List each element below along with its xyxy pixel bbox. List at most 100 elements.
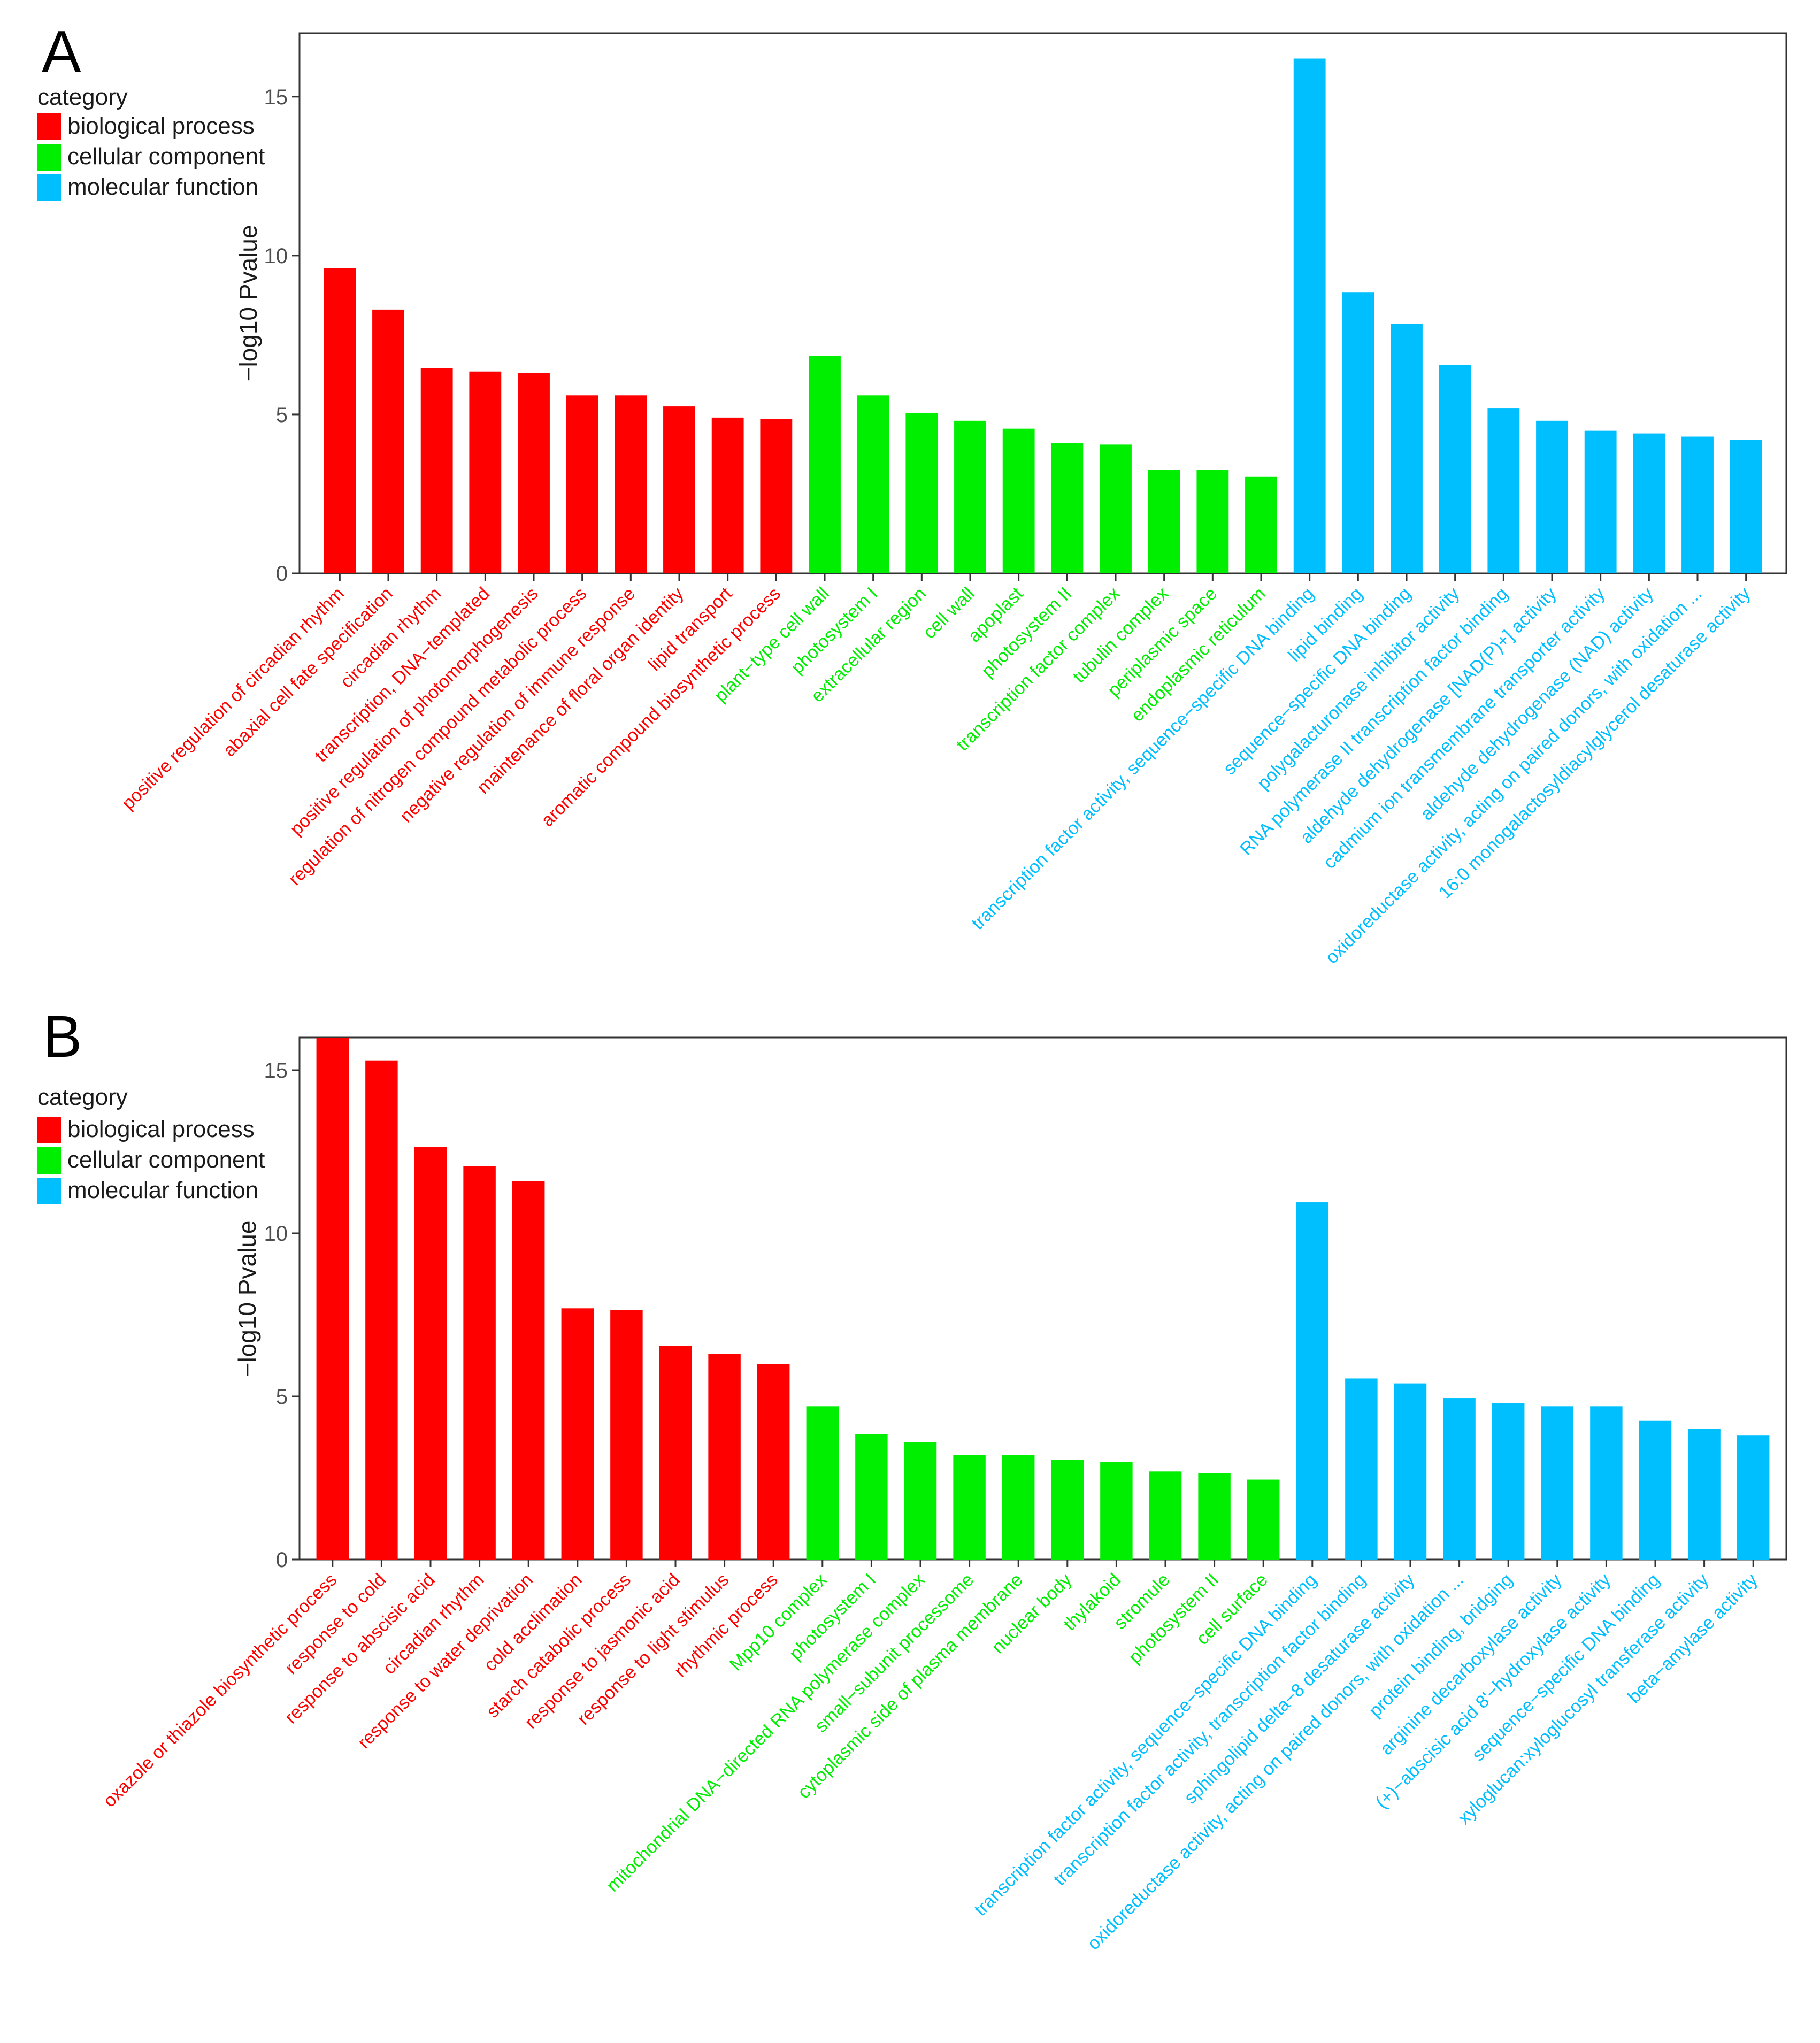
bar (1245, 476, 1277, 573)
bar (1681, 436, 1714, 573)
bar (1051, 443, 1084, 573)
bar (806, 1406, 839, 1560)
bar (512, 1181, 545, 1560)
bar (1051, 1460, 1084, 1560)
x-category-label: transcription, DNA−templated (311, 583, 494, 766)
bar (663, 406, 695, 573)
panel-a-label: A (42, 19, 81, 85)
bar (469, 371, 502, 573)
x-category-label: photosystem I (786, 1570, 880, 1664)
bar (659, 1346, 692, 1560)
legend-swatch-green (37, 144, 61, 171)
bar (1443, 1398, 1476, 1560)
legend-label: biological process (67, 113, 255, 139)
bar (1198, 1473, 1231, 1560)
bar (463, 1166, 496, 1560)
bar (1247, 1479, 1280, 1560)
bar (1487, 408, 1520, 573)
bar (615, 395, 647, 573)
legend-label: biological process (67, 1116, 255, 1142)
bar (1391, 324, 1423, 573)
x-category-label: lipid transport (644, 583, 736, 675)
bar (855, 1434, 888, 1560)
bar (1730, 440, 1762, 573)
y-tick-label: 5 (276, 403, 288, 427)
y-tick-label: 0 (276, 1548, 288, 1572)
bar (372, 309, 404, 573)
bar (1100, 444, 1132, 573)
bar (809, 356, 841, 573)
bar (954, 420, 986, 573)
legend-label: molecular function (67, 1177, 259, 1203)
x-category-label: cytoplasmic side of plasma membrane (794, 1570, 1027, 1803)
bar (1584, 430, 1617, 573)
bar (1737, 1435, 1770, 1560)
legend-swatch-blue (37, 174, 61, 201)
bar (1639, 1420, 1672, 1560)
bar (1342, 292, 1374, 573)
bar (1492, 1403, 1525, 1560)
y-tick-label: 10 (264, 244, 288, 268)
chart-a: 0 5 10 15 −log10 Pvalue positive regulation o… (118, 32, 1787, 967)
bar (1100, 1462, 1133, 1560)
y-axis-label: −log10 Pvalue (233, 1220, 261, 1377)
bar (518, 373, 550, 573)
bar (1148, 470, 1180, 573)
legend-swatch-red (37, 113, 61, 140)
legend-b: category biological process cellular com… (37, 1084, 265, 1204)
legend-a: category biological process cellular com… (37, 84, 265, 201)
x-category-label: photosystem I (787, 583, 882, 678)
bar (1345, 1378, 1378, 1560)
legend-swatch-red (37, 1117, 61, 1143)
bar (1439, 365, 1471, 573)
bar (1296, 1202, 1329, 1560)
bar (1196, 470, 1229, 573)
bar (610, 1310, 643, 1560)
panel-b: B category biological process cellular c… (0, 1008, 1820, 2043)
bar (316, 1038, 349, 1560)
bar (953, 1455, 986, 1560)
bar (1149, 1471, 1182, 1560)
legend-swatch-green (37, 1147, 61, 1174)
x-category-label: positive regulation of circadian rhythm (118, 583, 348, 813)
y-tick-label: 15 (264, 1059, 288, 1082)
legend-swatch-blue (37, 1178, 61, 1204)
bar (857, 395, 889, 573)
plot-border (298, 1036, 1787, 1561)
bar (561, 1308, 594, 1560)
legend-title: category (37, 1084, 128, 1110)
bar (566, 395, 598, 573)
bar (711, 417, 744, 573)
bar (1293, 58, 1326, 573)
bar (414, 1147, 447, 1560)
legend-title: category (37, 84, 128, 110)
plot-border (298, 32, 1787, 574)
bar (904, 1442, 937, 1560)
bar (420, 368, 453, 573)
bar (1541, 1406, 1574, 1560)
bar (905, 412, 938, 573)
bar (1633, 433, 1665, 573)
y-axis-label: −log10 Pvalue (234, 225, 262, 382)
bar (365, 1060, 398, 1560)
bar (1590, 1406, 1623, 1560)
legend-label: molecular function (67, 174, 259, 200)
bar (708, 1354, 741, 1560)
panel-a: A category biological process cellular c… (0, 0, 1820, 1016)
y-tick-label: 10 (264, 1222, 288, 1246)
legend-label: cellular component (67, 1147, 265, 1173)
y-tick-label: 0 (276, 562, 288, 586)
panel-b-label: B (43, 1004, 82, 1070)
bar (757, 1364, 790, 1560)
bar (760, 419, 793, 573)
x-category-label: mitochondrial DNA−directed RNA polymeras… (603, 1570, 929, 1896)
bar (1688, 1429, 1721, 1560)
bar (1002, 428, 1035, 573)
y-tick-label: 5 (276, 1385, 288, 1409)
bar (1002, 1455, 1035, 1560)
bar (1536, 420, 1568, 573)
y-tick-label: 15 (264, 86, 288, 109)
bar (1394, 1383, 1427, 1560)
bar (324, 268, 356, 573)
